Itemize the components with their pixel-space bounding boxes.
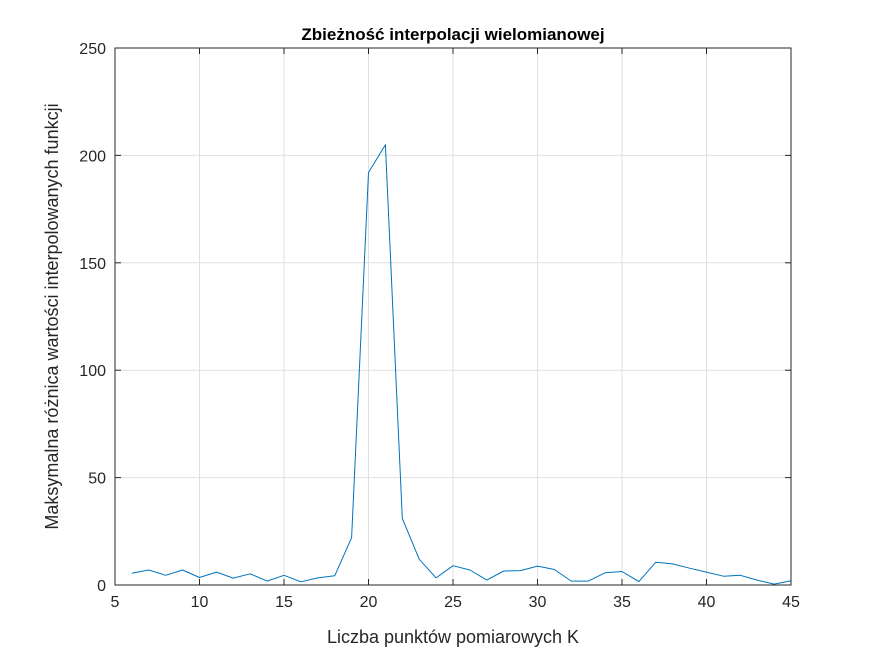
y-tick-label: 150 — [79, 256, 106, 273]
y-tick-labels: 0 50 100 150 200 250 — [79, 41, 106, 595]
y-tick-label: 250 — [79, 41, 106, 58]
chart-title: Zbieżność interpolacji wielomianowej — [301, 25, 604, 44]
x-tick-label: 15 — [275, 594, 293, 611]
y-tick-label: 0 — [97, 578, 106, 595]
x-tick-label: 20 — [360, 594, 378, 611]
x-tick-label: 45 — [782, 594, 800, 611]
x-tick-label: 10 — [191, 594, 209, 611]
series-layer — [131, 144, 792, 585]
x-tick-label: 35 — [613, 594, 631, 611]
grid — [114, 47, 792, 586]
y-tick-label: 100 — [79, 363, 106, 380]
y-tick-label: 50 — [88, 471, 106, 488]
x-tick-label: 40 — [698, 594, 716, 611]
x-axis-label: Liczba punktów pomiarowych K — [327, 627, 579, 647]
series-line-0 — [131, 144, 792, 585]
x-tick-label: 30 — [529, 594, 547, 611]
x-tick-labels: 5 10 15 20 25 30 35 40 45 — [111, 594, 800, 611]
y-axis-label: Maksymalna różnica wartości interpolowan… — [42, 103, 62, 529]
x-tick-label: 5 — [111, 594, 120, 611]
ticks — [114, 47, 792, 586]
y-tick-label: 200 — [79, 148, 106, 165]
x-tick-label: 25 — [444, 594, 462, 611]
